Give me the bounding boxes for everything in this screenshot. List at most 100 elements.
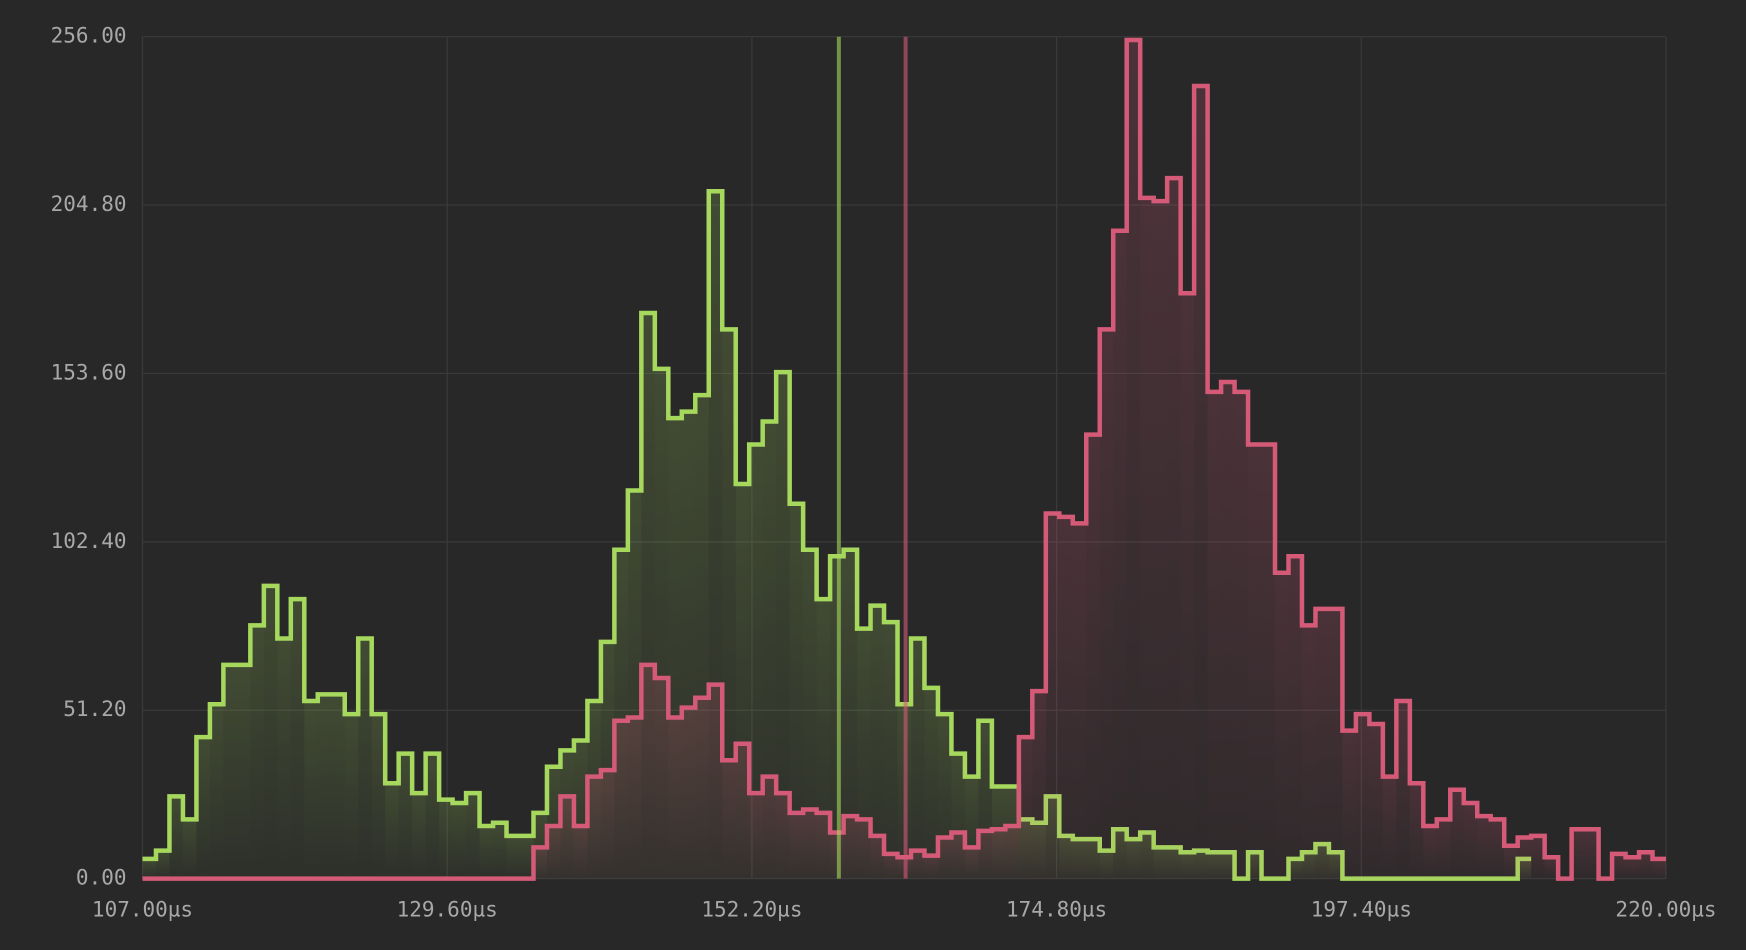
histogram-bin: [722, 329, 736, 879]
histogram-bin: [1450, 789, 1464, 879]
histogram-bin: [1072, 523, 1087, 879]
histogram-bin: [452, 802, 467, 879]
histogram-bin: [1342, 730, 1356, 879]
histogram-bin: [857, 628, 871, 879]
histogram-bin: [223, 664, 237, 879]
histogram-bin: [1113, 230, 1127, 879]
histogram-bin: [358, 638, 372, 879]
histogram-bin: [816, 599, 831, 879]
y-tick-label: 51.20: [63, 697, 126, 721]
histogram-bin: [344, 714, 359, 879]
histogram-bin: [924, 687, 938, 879]
histogram-bin: [1639, 852, 1653, 879]
histogram-bin: [439, 799, 453, 879]
histogram-bin: [533, 847, 547, 879]
histogram-bin: [749, 444, 763, 879]
histogram-bin: [1652, 858, 1666, 879]
histogram-bin: [910, 638, 925, 879]
histogram-bin: [614, 720, 628, 879]
histogram-bin: [479, 825, 494, 879]
histogram-bin: [1086, 434, 1100, 879]
histogram-bin: [1382, 776, 1397, 879]
histogram-bin: [1463, 802, 1478, 879]
histogram-bin: [209, 704, 224, 879]
histogram-bin: [560, 796, 574, 879]
histogram-bin: [884, 622, 898, 879]
histogram-bin: [1288, 556, 1302, 879]
histogram-bin: [155, 850, 170, 879]
histogram-bin: [371, 714, 386, 879]
histogram-bin: [1477, 816, 1491, 879]
histogram-bin: [803, 809, 817, 879]
histogram-bin: [587, 776, 601, 879]
histogram-bin: [668, 717, 682, 879]
histogram-bin: [1396, 701, 1410, 879]
histogram-bin: [789, 812, 804, 879]
histogram-bin: [1355, 714, 1370, 879]
histogram-bin: [263, 585, 278, 879]
x-tick-label: 152.20µs: [701, 898, 802, 922]
histogram-bin: [317, 694, 332, 879]
histogram-bin: [1504, 845, 1518, 879]
y-tick-label: 256.00: [51, 24, 127, 48]
histogram-bin: [1018, 737, 1033, 879]
histogram-bin: [1045, 513, 1060, 879]
histogram-bin: [762, 421, 777, 879]
histogram-bin: [1436, 819, 1451, 879]
histogram-bin: [1126, 39, 1141, 879]
x-tick-label: 197.40µs: [1311, 898, 1412, 922]
x-tick-label: 174.80µs: [1006, 898, 1107, 922]
histogram-bin: [1301, 625, 1316, 879]
histogram-bin: [1059, 516, 1073, 879]
y-tick-label: 153.60: [51, 360, 127, 384]
histogram-bin: [1275, 572, 1289, 879]
histogram-bin: [1490, 819, 1505, 879]
histogram-bin: [830, 832, 844, 879]
histogram-bin: [466, 793, 480, 879]
histogram-bin: [1248, 444, 1262, 879]
histogram-bin: [735, 743, 750, 879]
histogram-bin: [182, 819, 197, 879]
histogram-bin: [304, 701, 318, 879]
histogram-bin: [142, 858, 156, 879]
histogram-bin: [236, 664, 251, 879]
histogram-bin: [1099, 329, 1114, 879]
histogram-bin: [250, 625, 264, 879]
histogram-bin: [1194, 86, 1208, 879]
histogram-bin: [1544, 857, 1559, 879]
histogram-bin: [1005, 825, 1019, 879]
histogram-bin: [1531, 835, 1545, 879]
step-outline: [142, 37, 1666, 881]
histogram-bin: [1517, 837, 1532, 879]
histogram-bin: [937, 837, 952, 879]
histogram-bin: [1234, 391, 1249, 879]
histogram-bin: [290, 599, 305, 879]
histogram-bin: [600, 770, 615, 879]
histogram-bin: [1423, 825, 1437, 879]
histogram-bin: [169, 796, 183, 879]
histogram-bin: [520, 835, 534, 879]
histogram-bin: [843, 549, 858, 879]
histogram-bin: [1221, 382, 1235, 879]
histogram-bin: [749, 793, 763, 879]
y-tick-label: 204.80: [51, 192, 127, 216]
histogram-bin: [277, 638, 291, 879]
histogram-bin: [546, 825, 561, 879]
histogram-bin: [1032, 691, 1046, 879]
histogram-bin: [708, 684, 723, 879]
histogram-bin: [816, 812, 831, 879]
histogram-bin: [1207, 391, 1222, 879]
histogram-bin: [870, 605, 885, 879]
histogram-bin: [1180, 293, 1195, 879]
histogram-bin: [385, 783, 399, 879]
histogram-bin: [695, 697, 709, 879]
histogram-bin: [722, 760, 736, 879]
histogram-bin: [1153, 201, 1168, 879]
histogram-bin: [573, 825, 588, 879]
histogram-bin: [627, 717, 642, 879]
histogram-bin: [991, 829, 1006, 879]
histogram-bin: [331, 694, 345, 879]
histogram-bin: [1571, 829, 1586, 879]
